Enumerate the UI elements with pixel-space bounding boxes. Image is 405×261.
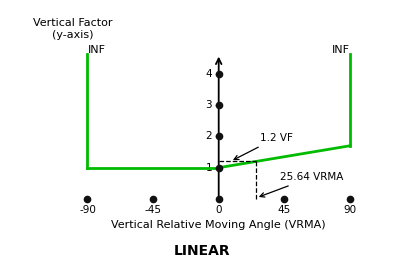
Text: 3: 3 bbox=[205, 100, 212, 110]
Text: 0: 0 bbox=[215, 205, 222, 215]
Text: INF: INF bbox=[87, 45, 105, 55]
Text: 25.64 VRMA: 25.64 VRMA bbox=[260, 172, 343, 197]
Text: 1: 1 bbox=[205, 163, 212, 173]
Text: 2: 2 bbox=[205, 132, 212, 141]
X-axis label: Vertical Relative Moving Angle (VRMA): Vertical Relative Moving Angle (VRMA) bbox=[111, 220, 326, 230]
Text: 4: 4 bbox=[205, 69, 212, 79]
Text: INF: INF bbox=[332, 45, 350, 55]
Text: Vertical Factor
(y-axis): Vertical Factor (y-axis) bbox=[33, 19, 113, 40]
Text: -45: -45 bbox=[145, 205, 162, 215]
Text: 45: 45 bbox=[278, 205, 291, 215]
Text: 90: 90 bbox=[343, 205, 356, 215]
Text: LINEAR: LINEAR bbox=[174, 244, 231, 258]
Text: -90: -90 bbox=[79, 205, 96, 215]
Text: 1.2 VF: 1.2 VF bbox=[234, 133, 292, 159]
